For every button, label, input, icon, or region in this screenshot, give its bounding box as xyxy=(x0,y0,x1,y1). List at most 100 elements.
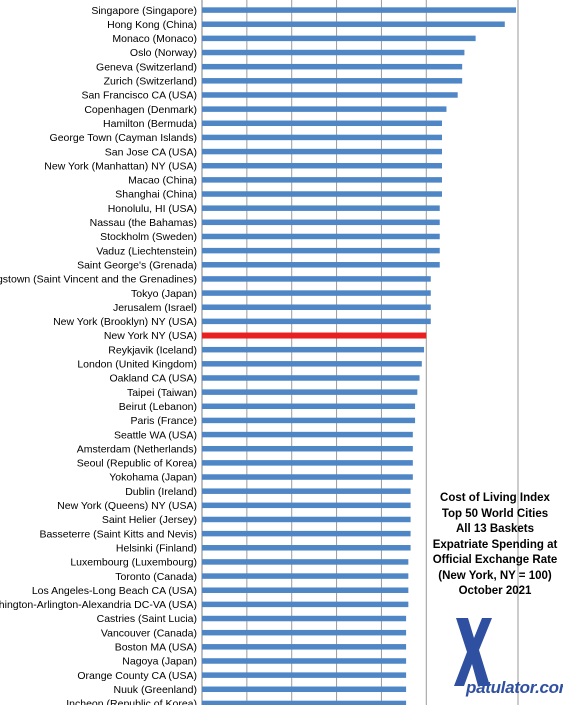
category-label: Stockholm (Sweden) xyxy=(100,231,197,243)
bar xyxy=(202,35,476,42)
category-label: New York NY (USA) xyxy=(104,330,197,342)
bar xyxy=(202,389,418,395)
annotation-line: Official Exchange Rate xyxy=(432,554,558,566)
category-label: Nagoya (Japan) xyxy=(122,656,197,668)
category-label: Shanghai (China) xyxy=(115,189,197,201)
category-label: Zurich (Switzerland) xyxy=(104,76,197,88)
bar xyxy=(202,559,409,565)
category-label: Dublin (Ireland) xyxy=(125,486,197,498)
category-label: Amsterdam (Netherlands) xyxy=(77,443,197,455)
category-label: Seattle WA (USA) xyxy=(114,429,197,441)
bar xyxy=(202,7,516,13)
category-label: Beirut (Lebanon) xyxy=(119,401,197,413)
bar xyxy=(202,516,411,523)
bar xyxy=(202,672,407,678)
category-label: Vaduz (Liechtenstein) xyxy=(96,245,197,257)
category-label: Nuuk (Greenland) xyxy=(114,684,197,696)
category-label: Hamilton (Bermuda) xyxy=(103,118,197,130)
annotation-line: (New York, NY = 100) xyxy=(438,569,552,582)
bar xyxy=(202,474,413,480)
bar xyxy=(202,658,407,664)
bar xyxy=(202,573,409,579)
category-label: Castries (Saint Lucia) xyxy=(97,613,197,625)
bar xyxy=(202,601,409,608)
category-label: Geneva (Switzerland) xyxy=(96,61,197,73)
category-label: Basseterre (Saint Kitts and Nevis) xyxy=(39,528,197,540)
bar xyxy=(202,530,411,537)
bar xyxy=(202,629,407,636)
logo-x-mark-icon xyxy=(454,618,492,686)
bar xyxy=(202,106,447,112)
bar xyxy=(202,191,442,197)
category-label: Oakland CA (USA) xyxy=(109,373,197,385)
bar xyxy=(202,686,407,693)
bar xyxy=(202,346,425,353)
bar xyxy=(202,417,416,424)
bar xyxy=(202,488,411,494)
category-label: Nassau (the Bahamas) xyxy=(90,217,197,229)
bar-highlight xyxy=(202,332,427,339)
category-label: Kingstown (Saint Vincent and the Grenadi… xyxy=(0,274,197,286)
xpatulator-logo: patulator.com xyxy=(446,616,563,705)
category-label: Reykjavik (Iceland) xyxy=(108,344,197,356)
bar xyxy=(202,162,442,169)
bar xyxy=(202,21,505,27)
category-label: Yokohama (Japan) xyxy=(109,472,197,484)
bar xyxy=(202,290,431,296)
chart-annotation: Cost of Living Index Top 50 World Cities… xyxy=(410,491,563,600)
bar xyxy=(202,148,442,155)
annotation-line: All 13 Baskets xyxy=(456,523,534,535)
category-label: Hong Kong (China) xyxy=(107,19,197,31)
bar xyxy=(202,233,440,240)
bar xyxy=(202,644,407,650)
category-label: Seoul (Republic of Korea) xyxy=(77,458,197,470)
bar xyxy=(202,49,465,56)
bar xyxy=(202,205,440,211)
category-label: New York (Manhattan) NY (USA) xyxy=(44,160,197,172)
bar xyxy=(202,361,422,367)
bar xyxy=(202,219,440,226)
category-label: Vancouver (Canada) xyxy=(101,627,197,639)
bar xyxy=(202,276,431,282)
bar xyxy=(202,445,413,452)
bar xyxy=(202,78,463,84)
category-label: Los Angeles-Long Beach CA (USA) xyxy=(32,585,197,597)
bar xyxy=(202,262,440,268)
bar xyxy=(202,375,420,381)
bar xyxy=(202,700,407,705)
category-label: New York (Brooklyn) NY (USA) xyxy=(53,316,197,328)
bar xyxy=(202,247,440,254)
category-label: Helsinki (Finland) xyxy=(116,542,197,554)
category-label: Oslo (Norway) xyxy=(130,47,197,59)
category-label: Tokyo (Japan) xyxy=(131,288,197,300)
bar xyxy=(202,545,411,551)
category-label: George Town (Cayman Islands) xyxy=(50,132,197,144)
category-label: Saint Helier (Jersey) xyxy=(102,514,197,526)
category-label: Macao (China) xyxy=(128,175,197,187)
category-label: Taipei (Taiwan) xyxy=(127,387,197,399)
category-label: Incheon (Republic of Korea) xyxy=(66,698,197,705)
bar xyxy=(202,615,407,622)
annotation-line: Cost of Living Index xyxy=(440,492,550,504)
category-label: Jerusalem (Israel) xyxy=(113,302,197,314)
annotation-line: Expatriate Spending at xyxy=(432,538,558,551)
annotation-line: Top 50 World Cities xyxy=(441,507,549,520)
bar xyxy=(202,318,431,325)
category-label: Washington-Arlington-Alexandria DC-VA (U… xyxy=(0,599,197,611)
logo-text: patulator.com xyxy=(466,678,563,697)
annotation-line: October 2021 xyxy=(458,585,532,597)
category-label: Paris (France) xyxy=(130,415,197,427)
category-label: Toronto (Canada) xyxy=(115,571,197,583)
bar xyxy=(202,63,463,70)
category-label: Honolulu, HI (USA) xyxy=(108,203,197,215)
category-label: Orange County CA (USA) xyxy=(77,670,197,682)
bar xyxy=(202,460,413,466)
bar xyxy=(202,587,409,593)
bar xyxy=(202,502,411,509)
category-label: San Francisco CA (USA) xyxy=(81,90,197,102)
bar xyxy=(202,134,442,141)
category-label: New York (Queens) NY (USA) xyxy=(57,500,197,512)
category-label: San Jose CA (USA) xyxy=(105,146,197,158)
bar xyxy=(202,177,442,183)
